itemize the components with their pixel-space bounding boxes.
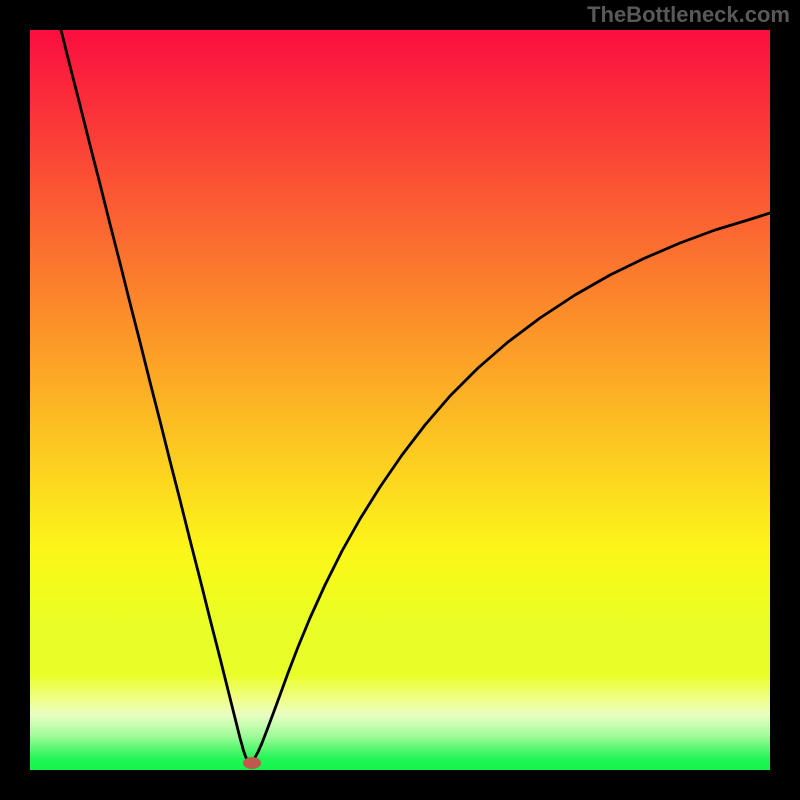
plot-svg (30, 30, 770, 770)
chart-frame: TheBottleneck.com (0, 0, 800, 800)
watermark-text: TheBottleneck.com (587, 2, 790, 28)
minimum-marker (243, 757, 261, 769)
gradient-background (30, 30, 770, 770)
plot-area (30, 30, 770, 770)
